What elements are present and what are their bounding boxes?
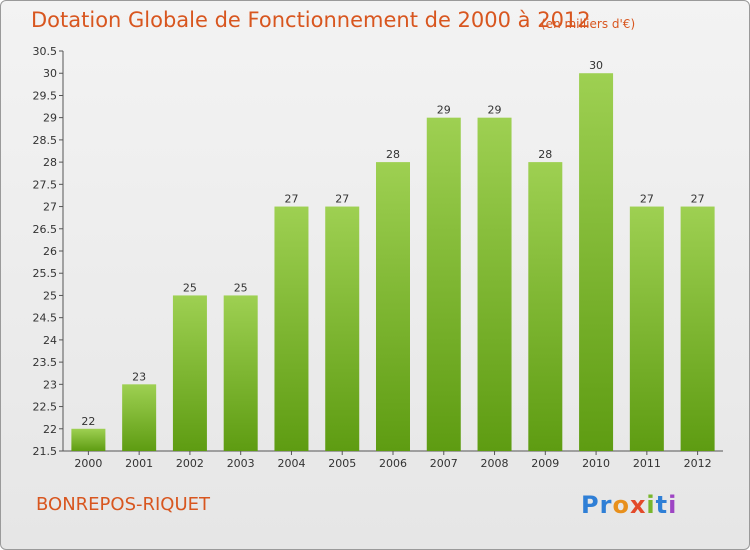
bar — [122, 384, 157, 451]
bar — [223, 295, 258, 451]
proxiti-logo: Proxiti — [581, 491, 677, 519]
logo-part: t — [655, 491, 669, 519]
y-tick-label: 23.5 — [33, 356, 58, 369]
x-tick-label: 2003 — [227, 457, 255, 470]
bar — [680, 206, 715, 451]
x-tick-label: 2009 — [531, 457, 559, 470]
y-tick-label: 30.5 — [33, 45, 58, 58]
y-tick-label: 24 — [43, 334, 57, 347]
data-label: 22 — [81, 415, 95, 428]
logo-part: i — [646, 491, 656, 519]
bar — [579, 73, 614, 451]
x-tick-label: 2011 — [633, 457, 661, 470]
y-tick-label: 28.5 — [33, 134, 58, 147]
x-tick-label: 2001 — [125, 457, 153, 470]
y-tick-label: 30 — [43, 67, 57, 80]
bar — [629, 206, 664, 451]
logo-part: o — [612, 491, 630, 519]
data-label: 28 — [386, 148, 400, 161]
x-tick-label: 2000 — [74, 457, 102, 470]
logo-part: Pr — [581, 491, 613, 519]
bar — [477, 117, 512, 452]
x-tick-label: 2005 — [328, 457, 356, 470]
y-tick-label: 23 — [43, 378, 57, 391]
y-tick-label: 28 — [43, 156, 57, 169]
data-label: 23 — [132, 370, 146, 383]
x-tick-label: 2010 — [582, 457, 610, 470]
data-label: 27 — [335, 193, 349, 206]
commune-name: BONREPOS-RIQUET — [36, 494, 211, 515]
bar — [528, 162, 563, 451]
y-tick-label: 27.5 — [33, 178, 58, 191]
chart-title: Dotation Globale de Fonctionnement de 20… — [31, 8, 591, 32]
bar — [325, 206, 360, 451]
data-label: 28 — [538, 148, 552, 161]
bar — [274, 206, 309, 451]
logo-part: i — [668, 491, 678, 519]
data-label: 25 — [234, 281, 248, 294]
y-tick-label: 29 — [43, 112, 57, 125]
bar — [426, 117, 461, 452]
y-tick-label: 27 — [43, 201, 57, 214]
data-label: 27 — [284, 193, 298, 206]
y-tick-label: 29.5 — [33, 89, 58, 102]
x-tick-label: 2002 — [176, 457, 204, 470]
x-tick-label: 2004 — [277, 457, 305, 470]
bar — [376, 162, 410, 451]
bar — [71, 428, 106, 451]
y-tick-label: 25 — [43, 289, 57, 302]
x-tick-label: 2006 — [379, 457, 407, 470]
x-tick-label: 2008 — [481, 457, 509, 470]
data-label: 29 — [437, 104, 451, 117]
y-tick-label: 26.5 — [33, 223, 58, 236]
bar — [172, 295, 207, 451]
data-label: 27 — [691, 193, 705, 206]
y-tick-label: 22 — [43, 423, 57, 436]
data-label: 29 — [488, 104, 502, 117]
x-tick-label: 2007 — [430, 457, 458, 470]
logo-part: x — [629, 491, 647, 519]
y-tick-label: 21.5 — [33, 445, 58, 458]
data-label: 30 — [589, 59, 603, 72]
data-label: 27 — [640, 193, 654, 206]
y-tick-label: 26 — [43, 245, 57, 258]
x-tick-label: 2012 — [684, 457, 712, 470]
data-label: 25 — [183, 281, 197, 294]
y-tick-label: 25.5 — [33, 267, 58, 280]
y-tick-label: 22.5 — [33, 401, 58, 414]
y-tick-label: 24.5 — [33, 312, 58, 325]
chart-subtitle: (en milliers d'€) — [541, 17, 636, 31]
